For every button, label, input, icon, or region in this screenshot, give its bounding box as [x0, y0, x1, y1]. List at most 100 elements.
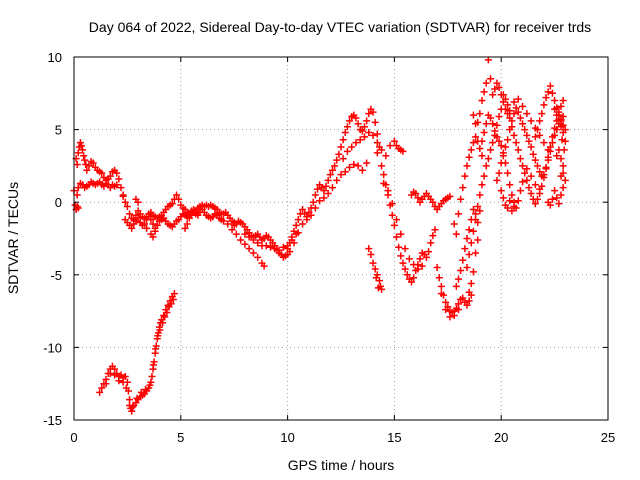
data-point: [401, 245, 409, 253]
data-point: [290, 239, 298, 247]
data-point: [501, 143, 509, 151]
data-point: [493, 121, 501, 129]
x-tick-label: 5: [177, 430, 184, 445]
data-point: [74, 184, 82, 192]
plot-frame: [73, 56, 609, 421]
data-point: [254, 239, 262, 247]
y-tick-label: -15: [43, 413, 62, 428]
data-point: [262, 242, 270, 250]
data-point: [493, 176, 501, 184]
data-point: [113, 181, 121, 189]
data-point: [512, 104, 520, 112]
data-point: [478, 181, 486, 189]
data-point: [335, 150, 343, 158]
data-point: [499, 152, 507, 160]
data-point: [506, 181, 514, 189]
data-point: [249, 236, 257, 244]
data-point: [363, 117, 371, 125]
data-point: [531, 156, 539, 164]
data-point: [373, 130, 381, 138]
data-point: [480, 88, 488, 96]
data-point: [322, 182, 330, 190]
data-point: [482, 79, 490, 87]
data-point: [519, 178, 527, 186]
data-point: [96, 388, 104, 396]
data-point: [536, 131, 544, 139]
data-point: [169, 295, 177, 303]
data-point: [482, 162, 490, 170]
data-point: [74, 204, 82, 212]
data-point: [137, 388, 145, 396]
data-point: [521, 169, 529, 177]
data-point: [450, 311, 458, 319]
data-point: [333, 176, 341, 184]
data-point: [495, 169, 503, 177]
data-point: [506, 126, 514, 134]
data-point: [290, 227, 298, 235]
data-point: [115, 175, 123, 183]
data-point: [378, 162, 386, 170]
data-point: [501, 95, 509, 103]
data-point: [412, 189, 420, 197]
data-point: [397, 252, 405, 260]
data-point: [352, 139, 360, 147]
data-point: [79, 146, 87, 154]
data-point: [459, 184, 467, 192]
x-tick-label: 25: [601, 430, 615, 445]
data-point: [544, 156, 552, 164]
data-point: [497, 142, 505, 150]
data-point: [484, 155, 492, 163]
data-point: [497, 159, 505, 167]
data-point: [504, 204, 512, 212]
data-point: [534, 162, 542, 170]
data-points: [70, 56, 569, 415]
data-point: [555, 115, 563, 123]
data-point: [491, 85, 499, 93]
data-point: [170, 290, 178, 298]
data-point: [467, 239, 475, 247]
data-point: [561, 176, 569, 184]
data-point: [271, 245, 279, 253]
data-point: [542, 94, 550, 102]
data-point: [401, 265, 409, 273]
data-point: [147, 216, 155, 224]
data-point: [316, 197, 324, 205]
data-point: [482, 120, 490, 128]
data-point: [527, 189, 535, 197]
data-point: [495, 83, 503, 91]
data-point: [542, 165, 550, 173]
data-point: [499, 91, 507, 99]
data-point: [77, 142, 85, 150]
data-point: [559, 97, 567, 105]
data-point: [510, 110, 518, 118]
x-tick-label: 15: [387, 430, 401, 445]
data-point: [437, 282, 445, 290]
data-point: [98, 384, 106, 392]
data-point: [478, 152, 486, 160]
y-tick-labels: -15 -10 -5 0 5 10: [43, 50, 62, 428]
data-point: [561, 137, 569, 145]
data-point: [374, 284, 382, 292]
data-point: [346, 117, 354, 125]
data-point: [459, 256, 467, 264]
data-point: [143, 224, 151, 232]
data-point: [163, 309, 171, 317]
data-point: [378, 285, 386, 293]
data-point: [514, 108, 522, 116]
data-point: [311, 204, 319, 212]
data-point: [551, 131, 559, 139]
data-point: [427, 239, 435, 247]
data-point: [487, 146, 495, 154]
data-point: [497, 187, 505, 195]
data-point: [501, 105, 509, 113]
data-point: [343, 147, 351, 155]
data-point: [151, 227, 159, 235]
data-point: [519, 102, 527, 110]
data-point: [154, 332, 162, 340]
data-point: [367, 250, 375, 258]
data-point: [508, 191, 516, 199]
data-point: [418, 262, 426, 270]
data-point: [331, 162, 339, 170]
data-point: [228, 226, 236, 234]
data-point: [422, 253, 430, 261]
